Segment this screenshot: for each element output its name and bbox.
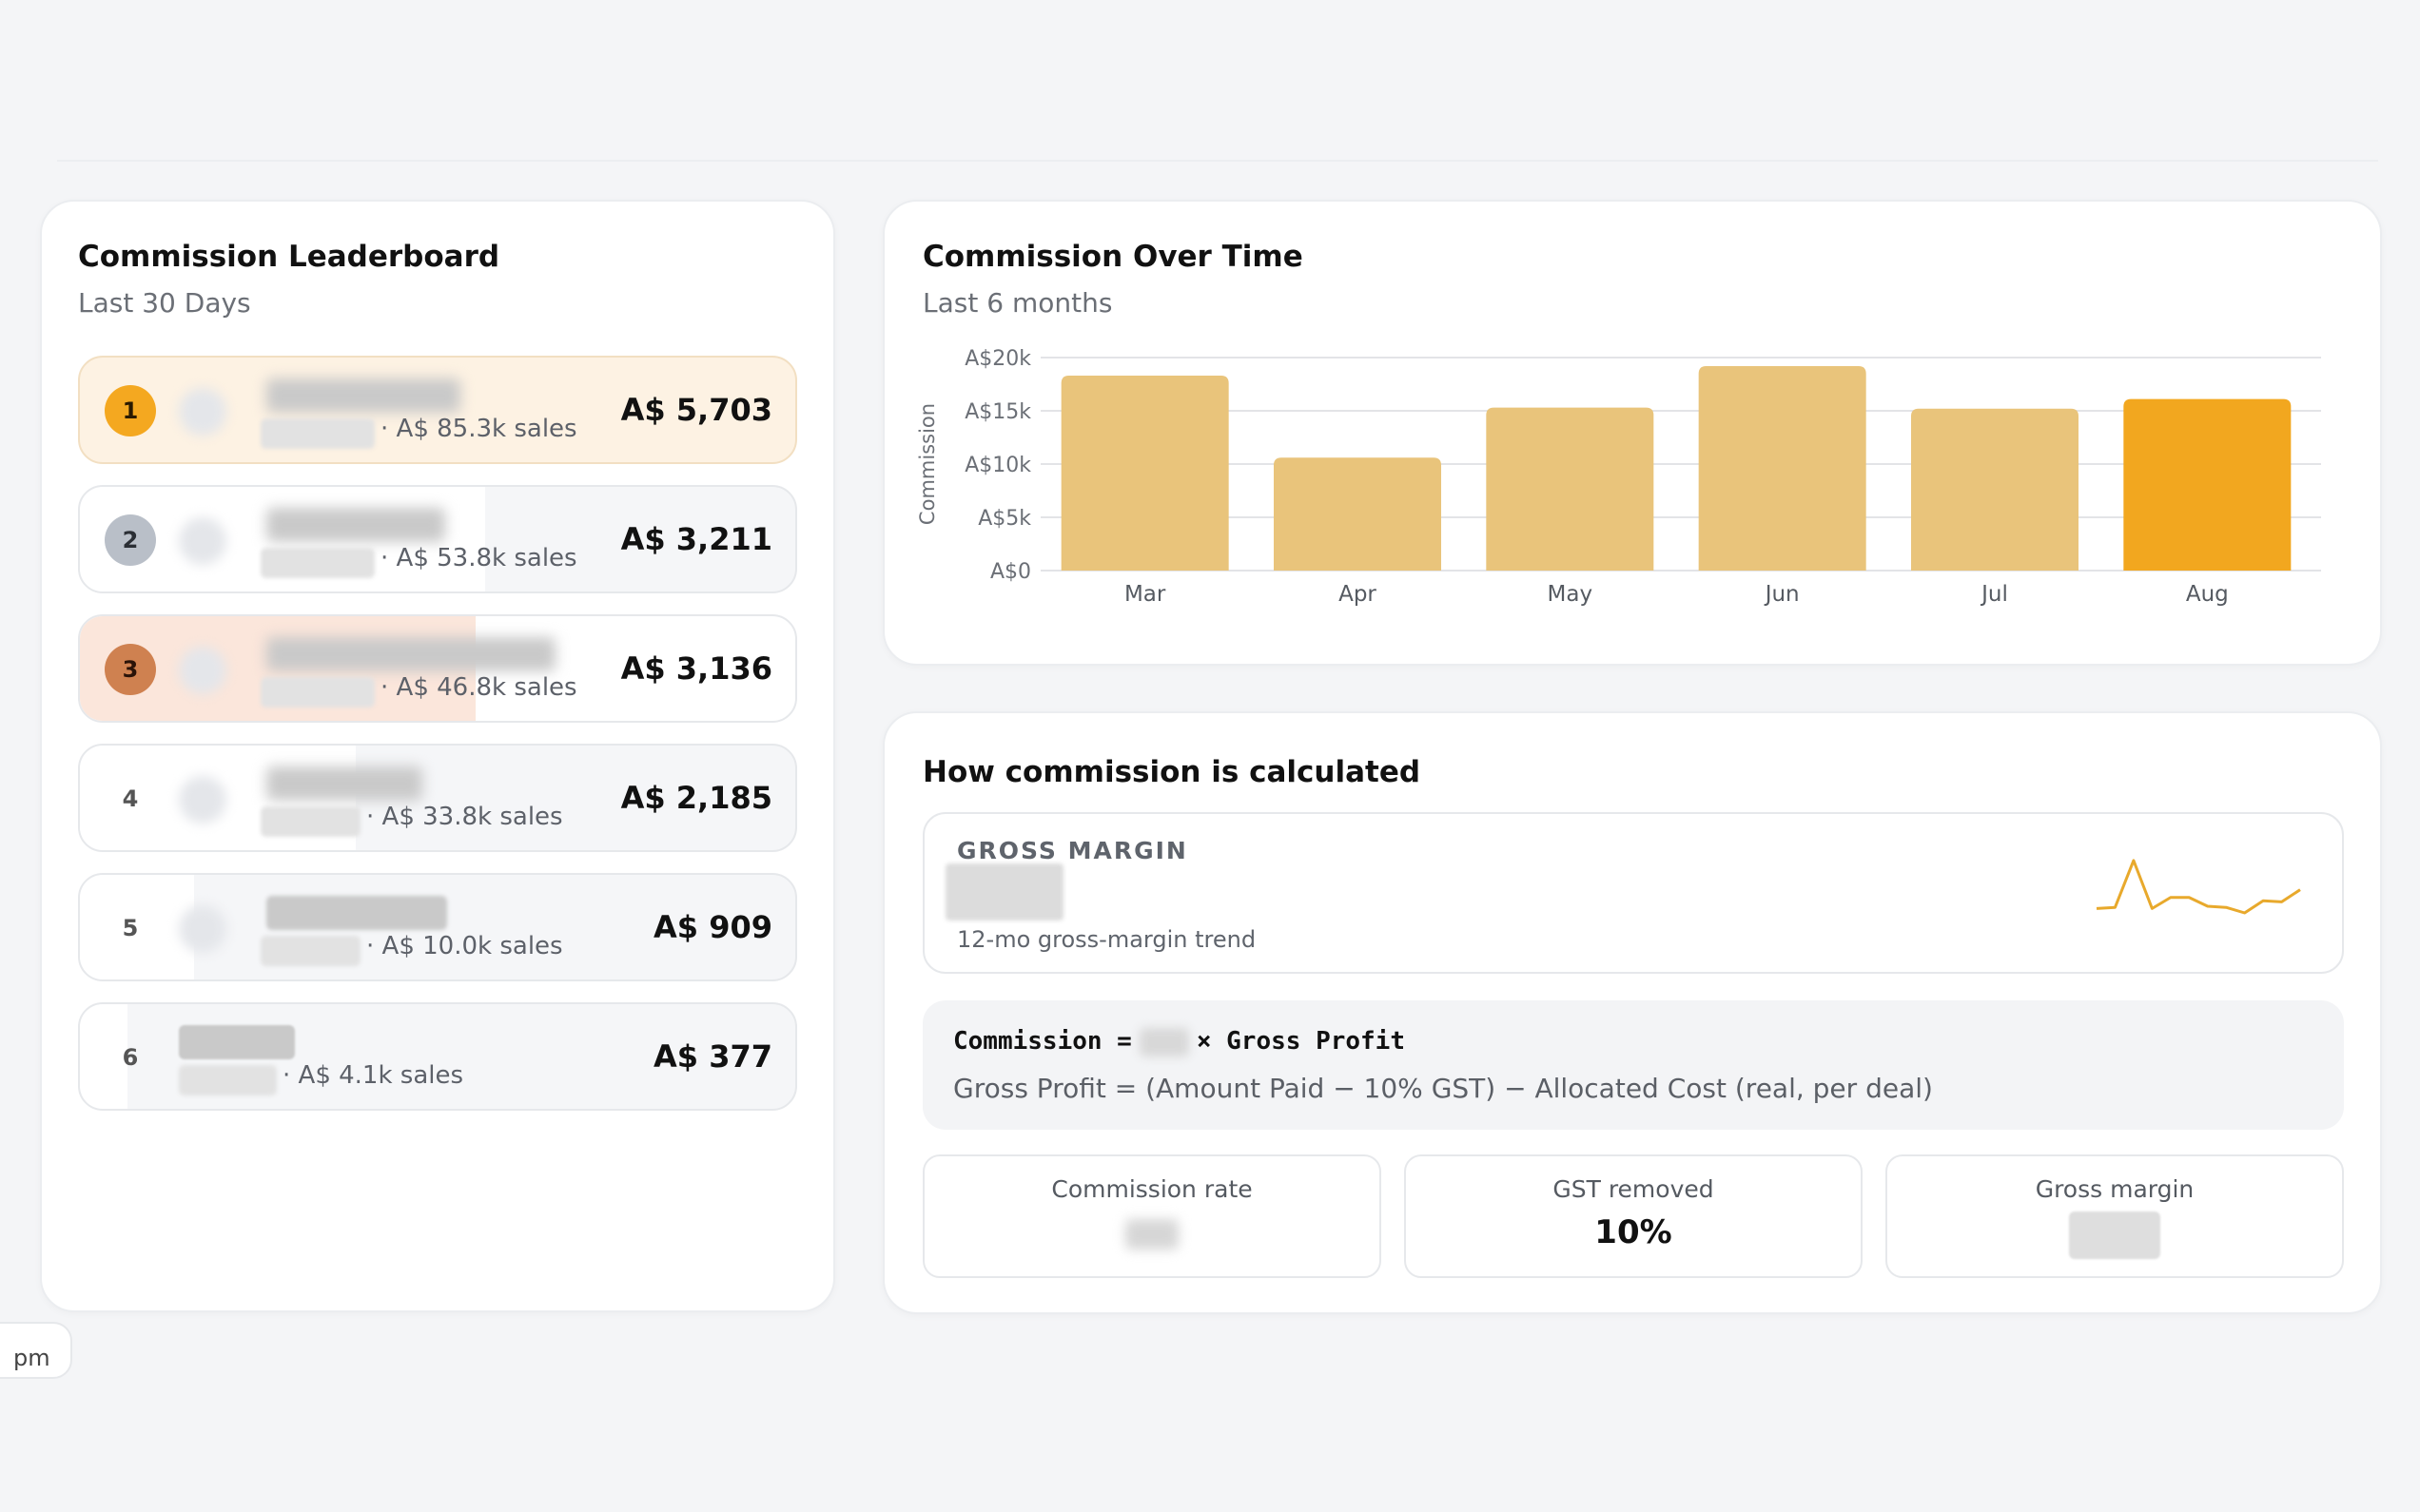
gross-margin-sparkline [2096, 859, 2301, 915]
rep-name-redacted [266, 378, 460, 413]
bar-mar[interactable] [1061, 376, 1229, 571]
rep-sales: · A$ 10.0k sales [366, 932, 563, 960]
gross-margin-label: GROSS MARGIN [957, 837, 1188, 864]
x-tick-label: May [1548, 582, 1593, 607]
rep-sales: · A$ 33.8k sales [366, 803, 563, 831]
y-tick-label: A$10k [965, 454, 1031, 477]
rep-name-redacted [266, 766, 422, 801]
leaderboard-row[interactable]: 6 · A$ 4.1k sales A$ 377 [78, 1002, 797, 1111]
gross-margin-trend-label: 12-mo gross-margin trend [957, 926, 1257, 953]
rep-detail-redacted [261, 806, 361, 837]
rank-badge: 3 [105, 644, 156, 695]
avatar [179, 388, 226, 436]
side-tab[interactable]: pm [0, 1322, 72, 1379]
x-tick-label: Jul [1980, 582, 2008, 607]
formula-suffix: × Gross Profit [1196, 1027, 1405, 1056]
rank-badge: 5 [122, 915, 139, 941]
bar-may[interactable] [1486, 407, 1654, 571]
bar-jul[interactable] [1911, 408, 2078, 571]
side-tab-label: pm [13, 1345, 50, 1371]
y-axis-label: Commission [916, 403, 939, 525]
leaderboard-row[interactable]: 2 · A$ 53.8k sales A$ 3,211 [78, 485, 797, 593]
gross-margin-panel: GROSS MARGIN 12-mo gross-margin trend [923, 812, 2344, 974]
y-tick-label: A$0 [990, 560, 1031, 584]
rep-sales: · A$ 53.8k sales [381, 544, 577, 572]
rank-badge: 6 [122, 1044, 139, 1071]
bar-aug[interactable] [2123, 398, 2292, 571]
rep-name-redacted [179, 1025, 295, 1059]
rep-detail-redacted [261, 548, 375, 578]
rep-detail-redacted [261, 936, 361, 966]
sparkline-path [2096, 859, 2301, 915]
leaderboard-row[interactable]: 5 · A$ 10.0k sales A$ 909 [78, 873, 797, 981]
rep-name-redacted [266, 508, 445, 542]
rep-detail-redacted [261, 677, 375, 708]
formula-panel: Commission = × Gross Profit Gross Profit … [923, 1000, 2344, 1130]
avatar [179, 776, 226, 824]
commission-calculation-card: How commission is calculated GROSS MARGI… [883, 711, 2382, 1314]
stat-label: Commission rate [1051, 1175, 1253, 1203]
rank-badge: 2 [105, 514, 156, 566]
leaderboard-subtitle: Last 30 Days [78, 287, 251, 319]
rep-name-redacted [266, 896, 447, 930]
sales-share-bar [80, 1004, 127, 1109]
x-tick-label: Jun [1764, 582, 1800, 607]
y-tick-label: A$15k [965, 400, 1031, 424]
stat-value-redacted [2069, 1212, 2160, 1259]
bar-jun[interactable] [1698, 365, 1866, 571]
y-tick-label: A$5k [978, 507, 1031, 531]
stat-value-redacted [1125, 1219, 1179, 1250]
leaderboard-row[interactable]: 3 · A$ 46.8k sales A$ 3,136 [78, 614, 797, 723]
stat-commission-rate: Commission rate [923, 1154, 1381, 1278]
commission-over-time-card: Commission Over Time Last 6 months A$0 A$… [883, 200, 2382, 666]
stat-label: Gross margin [2035, 1175, 2195, 1203]
commission-amount: A$ 3,136 [620, 650, 772, 687]
rep-name-redacted [266, 637, 556, 671]
commission-amount: A$ 2,185 [620, 780, 772, 816]
rep-sales: · A$ 85.3k sales [381, 415, 577, 443]
stat-value: 10% [1594, 1213, 1672, 1251]
commission-amount: A$ 3,211 [620, 521, 772, 557]
stat-gross-margin: Gross margin [1885, 1154, 2344, 1278]
rep-detail-redacted [179, 1065, 277, 1095]
commission-amount: A$ 909 [654, 909, 772, 945]
formula-prefix: Commission = [953, 1027, 1132, 1056]
header-divider [57, 160, 2378, 162]
stat-gst-removed: GST removed 10% [1404, 1154, 1863, 1278]
stat-label: GST removed [1552, 1175, 1714, 1203]
x-tick-label: Aug [2186, 582, 2229, 607]
formula-rate-redacted [1139, 1027, 1189, 1056]
commission-bar-chart: A$0 A$5k A$10k A$15k A$20k Commission Mar Apr Ma… [916, 347, 2321, 607]
leaderboard-row[interactable]: 4 · A$ 33.8k sales A$ 2,185 [78, 744, 797, 852]
rep-detail-redacted [261, 418, 375, 449]
commission-amount: A$ 5,703 [620, 392, 772, 428]
y-tick-label: A$20k [965, 347, 1031, 371]
leaderboard-row[interactable]: 1 · A$ 85.3k sales A$ 5,703 [78, 356, 797, 464]
commission-formula: Commission = × Gross Profit [953, 1027, 1405, 1056]
chart-subtitle: Last 6 months [923, 287, 1113, 319]
rank-badge: 4 [122, 785, 139, 812]
bar-apr[interactable] [1274, 457, 1441, 571]
avatar [179, 905, 226, 953]
commission-amount: A$ 377 [654, 1038, 772, 1075]
chart-title: Commission Over Time [923, 240, 1303, 274]
avatar [179, 647, 226, 694]
leaderboard-title: Commission Leaderboard [78, 240, 500, 274]
x-tick-label: Mar [1124, 582, 1166, 607]
rep-sales: · A$ 4.1k sales [283, 1061, 464, 1090]
rank-badge: 1 [105, 385, 156, 436]
calc-title: How commission is calculated [923, 755, 1421, 789]
rep-sales: · A$ 46.8k sales [381, 673, 577, 702]
avatar [179, 517, 226, 565]
sales-share-bar [80, 875, 194, 979]
x-tick-label: Apr [1338, 582, 1376, 607]
gross-margin-value-redacted [946, 863, 1064, 921]
gross-profit-formula: Gross Profit = (Amount Paid − 10% GST) −… [953, 1073, 1933, 1104]
